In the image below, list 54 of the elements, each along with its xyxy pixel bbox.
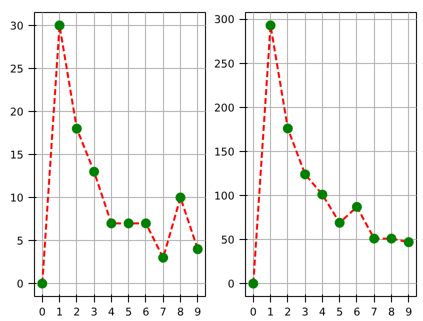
point — [266, 20, 276, 30]
y-tick-label: 200 — [214, 101, 235, 114]
x-tick-label: 2 — [73, 306, 80, 318]
x-tick-label: 4 — [318, 306, 326, 318]
y-tick-label: 25 — [10, 62, 24, 76]
point — [89, 166, 100, 177]
point — [404, 237, 414, 248]
point — [352, 202, 362, 212]
y-tick-label: 300 — [214, 13, 235, 26]
y-tick-label: 15 — [10, 148, 24, 162]
point — [124, 218, 134, 228]
point — [317, 190, 328, 200]
point — [386, 234, 396, 244]
y-tick-label: 10 — [10, 192, 24, 205]
x-tick-label: 0 — [250, 306, 257, 318]
x-tick-label: 1 — [56, 306, 63, 318]
point — [192, 244, 203, 254]
x-tick-label: 3 — [90, 306, 98, 318]
x-tick-label: 9 — [405, 306, 412, 318]
point — [158, 252, 168, 263]
x-tick-label: 2 — [284, 306, 292, 318]
x-tick-label: 5 — [125, 306, 132, 318]
x-tick-label: 8 — [388, 306, 396, 318]
y-tick-label: 20 — [10, 105, 24, 118]
point — [37, 278, 48, 289]
point — [248, 278, 258, 289]
y-tick-label: 5 — [16, 234, 24, 248]
point — [54, 20, 65, 30]
point — [175, 192, 186, 203]
point — [106, 218, 116, 228]
x-tick-label: 9 — [194, 306, 202, 318]
x-tick-label: 6 — [354, 306, 361, 318]
y-tick-label: 100 — [214, 189, 235, 202]
point — [300, 169, 310, 180]
point — [369, 234, 380, 244]
y-tick-label: 50 — [220, 234, 235, 247]
x-tick-label: 1 — [267, 306, 274, 318]
point — [282, 124, 293, 134]
x-tick-label: 8 — [177, 306, 184, 318]
y-tick-label: 150 — [214, 145, 235, 158]
y-tick-label: 30 — [10, 19, 24, 32]
x-tick-label: 4 — [108, 306, 115, 318]
point — [140, 218, 151, 228]
y-tick-label: 250 — [214, 57, 235, 70]
x-tick-label: 7 — [370, 306, 378, 318]
point — [72, 124, 82, 134]
y-tick-label: 0 — [16, 278, 24, 291]
x-tick-label: 0 — [38, 306, 46, 318]
x-tick-label: 6 — [142, 306, 150, 318]
x-tick-label: 3 — [302, 306, 308, 318]
y-tick-label: 0 — [228, 278, 235, 291]
point — [334, 218, 345, 228]
x-tick-label: 5 — [336, 306, 344, 318]
x-tick-label: 7 — [160, 306, 167, 318]
